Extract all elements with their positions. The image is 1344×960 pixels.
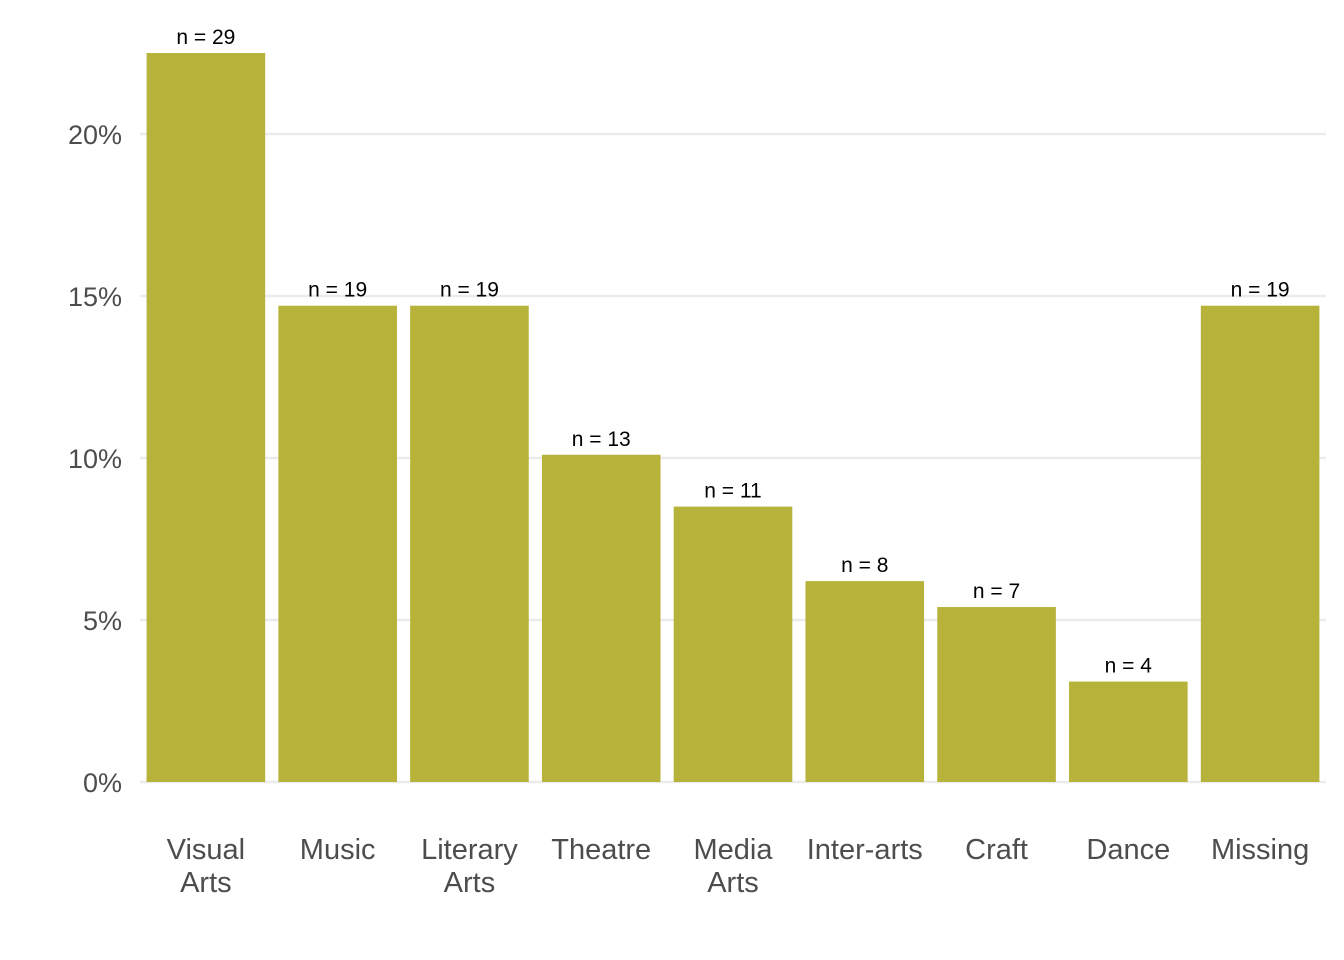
x-tick-label: Music	[300, 834, 376, 866]
bar-data-label: n = 4	[1105, 655, 1153, 678]
bar-data-label: n = 19	[440, 279, 499, 302]
x-tick-label: Craft	[965, 834, 1028, 866]
bar-data-label: n = 7	[973, 580, 1020, 603]
bar	[410, 305, 529, 782]
bar	[146, 53, 266, 782]
x-tick-label: Media Arts	[694, 834, 774, 899]
x-tick-label: Literary Arts	[421, 834, 518, 899]
bar	[937, 607, 1056, 782]
bar	[278, 305, 397, 782]
bar-data-label: n = 19	[308, 279, 367, 302]
y-tick-label: 20%	[68, 120, 122, 150]
bar	[541, 454, 661, 782]
bar	[805, 581, 925, 782]
bar-data-label: n = 13	[572, 428, 631, 451]
bar-data-label: n = 8	[841, 554, 888, 577]
x-tick-label: Dance	[1086, 834, 1170, 866]
x-tick-label: Visual Arts	[167, 834, 245, 899]
bar-layer	[146, 53, 1320, 782]
data-label-layer: n = 29 n = 19 n = 19 n = 13 n = 11 n = 8 n = 7…	[176, 26, 1289, 678]
bar-data-label: n = 11	[704, 480, 761, 503]
bar	[1069, 681, 1188, 782]
y-axis-ticks: 0% 5% 10% 15% 20%	[68, 120, 122, 798]
y-tick-label: 0%	[83, 768, 122, 798]
y-tick-label: 15%	[68, 282, 122, 312]
bar-data-label: n = 19	[1231, 279, 1290, 302]
x-axis-ticks: Visual Arts Music Literary Arts Theatre Media A…	[167, 834, 1310, 899]
x-tick-label: Inter-arts	[807, 834, 923, 866]
bar-data-label: n = 29	[176, 26, 235, 49]
y-tick-label: 10%	[68, 444, 122, 474]
x-tick-label: Missing	[1211, 834, 1309, 866]
x-tick-label: Theatre	[551, 834, 651, 866]
bar	[1200, 305, 1320, 782]
y-tick-label: 5%	[83, 606, 122, 636]
bar	[673, 506, 793, 782]
